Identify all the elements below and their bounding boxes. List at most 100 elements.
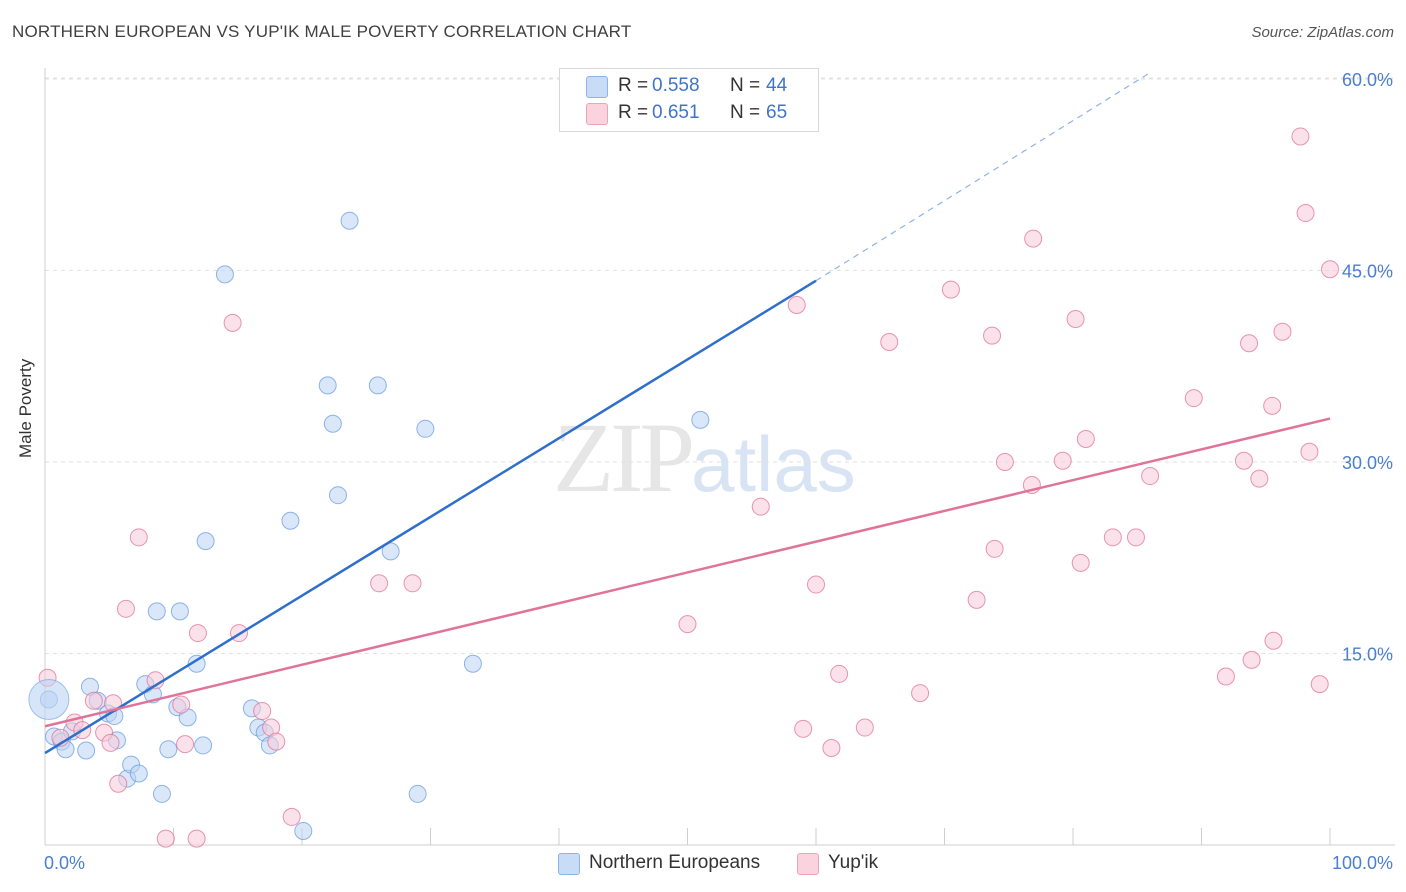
point-northern-europeans xyxy=(147,602,166,621)
point-northern-europeans xyxy=(328,486,347,505)
point-yupik xyxy=(1234,451,1253,470)
x-tick-label: 100.0% xyxy=(1332,853,1393,873)
y-axis-label: Male Poverty xyxy=(16,358,35,458)
point-yupik xyxy=(370,574,389,593)
point-northern-europeans xyxy=(408,784,427,803)
point-yupik xyxy=(282,807,301,826)
legend-r-label: R = xyxy=(618,102,649,123)
point-yupik xyxy=(967,590,986,609)
point-yupik xyxy=(187,829,206,848)
point-yupik xyxy=(1126,528,1145,547)
point-northern-europeans xyxy=(152,784,171,803)
point-yupik xyxy=(223,313,242,332)
point-yupik xyxy=(880,332,899,351)
legend-swatch-blue xyxy=(586,76,608,98)
x-tick-label: 0.0% xyxy=(44,853,85,873)
point-northern-europeans xyxy=(323,414,342,433)
y-tick-label: 30.0% xyxy=(1342,453,1393,473)
trendline-northern-europeans-extension xyxy=(815,72,1151,282)
point-yupik xyxy=(1184,389,1203,408)
point-yupik xyxy=(101,733,120,752)
point-yupik xyxy=(1273,322,1292,341)
point-yupik xyxy=(1321,260,1339,279)
legend-n-value: 65 xyxy=(766,102,788,123)
point-yupik xyxy=(1053,451,1072,470)
point-yupik xyxy=(807,575,825,594)
point-northern-europeans xyxy=(196,532,215,551)
bottom-legend-label: Northern Europeans xyxy=(589,852,761,873)
point-yupik xyxy=(1291,127,1310,146)
chart-title: NORTHERN EUROPEAN VS YUP'IK MALE POVERTY… xyxy=(12,22,632,41)
point-northern-europeans xyxy=(77,741,96,760)
point-yupik xyxy=(941,280,960,299)
legend: R = 0.558 N = 44 R = 0.651 N = 65 xyxy=(559,68,819,132)
legend-r-value: 0.651 xyxy=(652,102,700,123)
point-northern-europeans xyxy=(368,376,387,395)
point-yupik xyxy=(109,774,128,793)
point-yupik xyxy=(1264,631,1283,650)
point-yupik xyxy=(855,718,874,737)
point-yupik xyxy=(1296,204,1315,223)
legend-n-value: 44 xyxy=(766,75,788,96)
point-yupik xyxy=(822,738,841,757)
legend-r-label: R = xyxy=(618,75,649,96)
point-yupik xyxy=(1240,334,1259,353)
point-northern-europeans xyxy=(194,736,213,755)
point-northern-europeans xyxy=(340,211,359,230)
point-yupik xyxy=(1024,229,1043,248)
trendline-yupik xyxy=(44,417,1331,728)
point-northern-europeans xyxy=(318,376,337,395)
point-yupik xyxy=(129,528,148,547)
source-label: Source: ZipAtlas.com xyxy=(1251,24,1394,41)
point-yupik xyxy=(794,719,813,738)
point-northern-europeans xyxy=(463,654,482,673)
point-yupik xyxy=(1076,430,1095,449)
point-yupik xyxy=(678,615,697,634)
point-northern-europeans xyxy=(129,764,148,783)
point-yupik xyxy=(1250,469,1269,488)
point-yupik xyxy=(1103,528,1122,547)
point-northern-europeans xyxy=(159,740,178,759)
point-yupik xyxy=(84,691,103,710)
point-yupik xyxy=(1263,396,1282,415)
point-yupik xyxy=(1066,310,1085,329)
watermark-zip: ZIP xyxy=(553,402,695,513)
bottom-legend-swatch-pink xyxy=(797,853,819,875)
point-yupik xyxy=(188,624,207,643)
point-yupik xyxy=(787,295,806,314)
point-yupik xyxy=(267,732,286,751)
legend-n-label: N = xyxy=(730,102,761,123)
watermark: ZIPatlas xyxy=(553,400,856,515)
point-yupik xyxy=(1300,442,1319,461)
point-yupik xyxy=(983,326,1002,345)
trendline-northern-europeans xyxy=(44,279,817,755)
point-yupik xyxy=(830,664,849,683)
point-yupik xyxy=(995,453,1014,471)
point-northern-europeans xyxy=(691,410,710,429)
legend-swatch-pink xyxy=(586,103,608,125)
point-northern-europeans-large xyxy=(28,678,70,720)
point-yupik xyxy=(985,539,1004,558)
y-tick-label: 45.0% xyxy=(1342,262,1393,282)
y-tick-label: 15.0% xyxy=(1342,645,1393,665)
point-yupik xyxy=(1310,675,1329,694)
point-yupik xyxy=(116,599,135,618)
point-yupik xyxy=(1071,553,1090,572)
point-yupik xyxy=(156,829,175,848)
bottom-legend-swatch-blue xyxy=(558,853,580,875)
point-northern-europeans xyxy=(381,542,400,561)
point-northern-europeans xyxy=(170,602,189,621)
point-yupik xyxy=(911,684,930,703)
point-yupik xyxy=(403,574,422,593)
point-northern-europeans xyxy=(416,419,435,438)
point-yupik xyxy=(751,497,770,516)
point-yupik xyxy=(253,701,272,720)
point-northern-europeans xyxy=(281,511,300,530)
y-tick-label: 60.0% xyxy=(1342,70,1393,90)
point-northern-europeans xyxy=(215,265,234,284)
bottom-legend-label: Yup'ik xyxy=(828,852,879,873)
watermark-atlas: atlas xyxy=(691,420,856,508)
legend-n-label: N = xyxy=(730,75,761,96)
point-yupik xyxy=(176,735,195,754)
